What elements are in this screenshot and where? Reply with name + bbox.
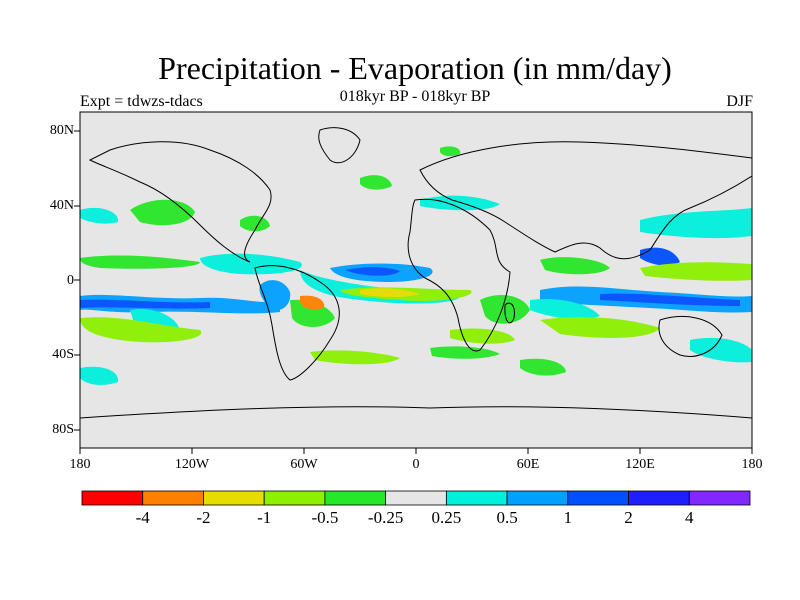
- lon-label-120e: 120E: [625, 457, 655, 472]
- map-background: [80, 112, 752, 448]
- lat-label-80n: 80N: [49, 123, 74, 138]
- lon-label-0: 0: [412, 457, 420, 472]
- lat-label-40s: 40S: [52, 347, 74, 362]
- colorbar-swatch: [324, 490, 387, 506]
- colorbar-label: 0.25: [431, 508, 462, 527]
- lon-label-60e: 60E: [516, 457, 540, 472]
- colorbar-swatch: [263, 490, 326, 506]
- lon-label-180e: 180: [741, 457, 763, 472]
- plot-subtitle: 018kyr BP - 018kyr BP: [339, 88, 491, 105]
- colorbar-label: 0.5: [496, 508, 518, 527]
- coastlines: [80, 127, 752, 419]
- colorbar-label: 1: [563, 508, 573, 527]
- colorbar-label: -0.25: [367, 508, 404, 527]
- colorbar-swatch: [506, 490, 569, 506]
- colorbar-swatch: [81, 490, 144, 506]
- colorbar-label: -1: [257, 508, 272, 527]
- colorbar-label: -0.5: [311, 508, 339, 527]
- colorbar: [81, 490, 751, 506]
- lat-label-80s: 80S: [52, 422, 74, 437]
- colorbar-swatch: [445, 490, 508, 506]
- colorbar-label: -2: [196, 508, 211, 527]
- lon-label-120w: 120W: [174, 457, 210, 472]
- map-area: [80, 112, 752, 448]
- colorbar-swatch: [385, 490, 447, 506]
- colorbar-swatch: [628, 490, 690, 506]
- lon-label-60w: 60W: [290, 457, 318, 472]
- colorbar-swatch: [688, 490, 751, 506]
- colorbar-swatch: [567, 490, 629, 506]
- colorbar-swatch: [203, 490, 265, 506]
- colorbar-label: -4: [135, 508, 150, 527]
- colorbar-label: 4: [685, 508, 694, 527]
- lat-label-40n: 40N: [49, 198, 74, 213]
- lon-label-180w: 180: [69, 457, 91, 472]
- colorbar-label: 2: [624, 508, 633, 527]
- lat-label-0: 0: [67, 273, 74, 288]
- axis-ticks: [74, 130, 753, 454]
- experiment-label: Expt = tdwzs-tdacs: [80, 93, 203, 110]
- season-label: DJF: [726, 93, 753, 110]
- plot-title: Precipitation - Evaporation (in mm/day): [158, 50, 672, 86]
- colorbar-swatch: [142, 490, 204, 506]
